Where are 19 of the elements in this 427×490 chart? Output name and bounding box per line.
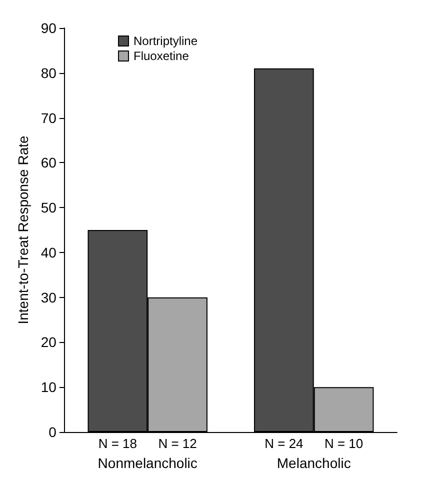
x-tick-label: Melancholic — [276, 455, 351, 471]
y-tick-label: 50 — [40, 200, 57, 216]
y-tick-label: 40 — [40, 244, 57, 260]
y-tick-label: 90 — [40, 20, 57, 36]
y-tick-label: 10 — [40, 379, 57, 396]
legend-label: Nortriptyline — [134, 34, 198, 48]
y-tick-label: 30 — [40, 289, 57, 306]
y-tick-label: 0 — [48, 424, 57, 440]
x-tick-label: Nonmelancholic — [98, 455, 198, 471]
y-tick-label: 80 — [40, 64, 57, 81]
text: N = 10 — [324, 436, 364, 451]
text: N = 12 — [158, 436, 197, 451]
y-tick-label: 70 — [40, 110, 57, 126]
y-tick-label: 60 — [40, 154, 57, 171]
y-tick-label: 20 — [40, 334, 57, 350]
y-axis-title: Intent-to-Treat Response Rate — [15, 136, 31, 324]
text: N = 18 — [98, 436, 138, 451]
legend-label: Fluoxetine — [134, 49, 190, 63]
text: N = 24 — [264, 436, 304, 451]
